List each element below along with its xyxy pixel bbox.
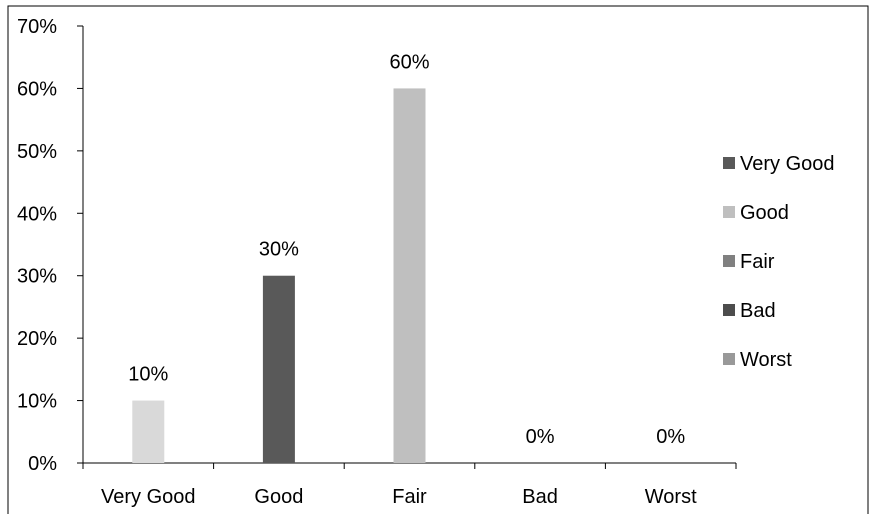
data-label: 10% — [128, 364, 168, 386]
legend-swatch — [723, 157, 735, 169]
data-labels: 10% 30% 60% 0% 0% — [128, 51, 685, 448]
y-tick-label: 20% — [17, 328, 57, 350]
x-category-label: Worst — [645, 486, 697, 508]
y-tick-label: 10% — [17, 391, 57, 413]
bar — [132, 400, 165, 463]
legend-swatch — [723, 206, 735, 218]
legend: Very Good Good Fair Bad Worst — [723, 153, 835, 371]
legend-label: Fair — [740, 251, 775, 273]
y-tick-label: 0% — [28, 453, 57, 475]
y-tick-label: 60% — [17, 78, 57, 100]
legend-label: Worst — [740, 349, 792, 371]
bar — [262, 275, 295, 463]
x-category-label: Bad — [522, 486, 558, 508]
data-label: 0% — [656, 426, 685, 448]
data-label: 0% — [526, 426, 555, 448]
legend-swatch — [723, 353, 735, 365]
legend-swatch — [723, 255, 735, 267]
x-category-label: Good — [254, 486, 303, 508]
legend-label: Bad — [740, 300, 776, 322]
legend-label: Very Good — [740, 153, 835, 175]
x-ticks: Very Good Good Fair Bad Worst — [82, 463, 737, 508]
x-category-label: Very Good — [101, 486, 196, 508]
y-tick-label: 50% — [17, 141, 57, 163]
y-tick-label: 40% — [17, 203, 57, 225]
y-ticks: 0% 10% 20% 30% 40% 50% 60% 70% — [17, 16, 83, 475]
x-category-label: Fair — [392, 486, 427, 508]
y-tick-label: 30% — [17, 266, 57, 288]
legend-swatch — [723, 304, 735, 316]
legend-label: Good — [740, 202, 789, 224]
bars — [132, 88, 426, 463]
bar — [393, 88, 426, 463]
chart-border — [7, 5, 869, 514]
y-tick-label: 70% — [17, 16, 57, 38]
data-label: 30% — [259, 239, 299, 261]
data-label: 60% — [389, 51, 429, 73]
